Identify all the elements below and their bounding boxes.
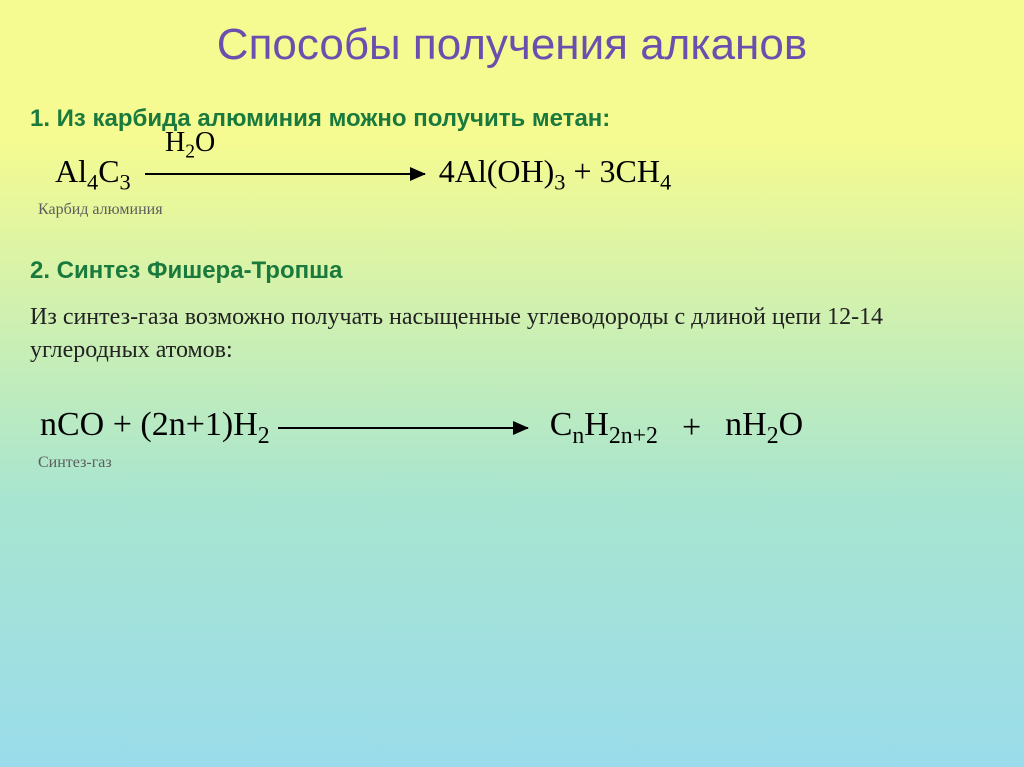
eq1-ch-sub: 4 <box>660 169 671 194</box>
eq2-plus: + <box>682 409 701 447</box>
eq1-sub3: 3 <box>120 169 131 194</box>
section1-heading-text: 1. Из карбида алюминия можно получить ме… <box>30 105 610 132</box>
eq2-c: C <box>550 406 573 443</box>
reagent-label-1-text: Карбид алюминия <box>38 201 163 218</box>
eq1-c: C <box>98 153 119 189</box>
eq2-n: n <box>572 423 584 449</box>
eq2-lhs-sub: 2 <box>258 423 270 449</box>
arrow-icon <box>145 173 425 175</box>
eq1-over-sub: 2 <box>185 142 195 163</box>
eq2-o: O <box>779 406 804 443</box>
eq2-h: H <box>584 406 609 443</box>
eq1-aloh-sub: 3 <box>554 169 565 194</box>
eq2-rhs2: nH2O <box>725 406 803 450</box>
eq1-al: Al <box>55 153 87 189</box>
eq1-rhs: 4Al(OH)3 + 3CH4 <box>439 153 671 195</box>
eq1-over-h: H <box>165 127 185 158</box>
title-text: Способы получения алканов <box>217 20 807 69</box>
eq1-lhs: Al4C3 H2O <box>55 153 131 195</box>
eq2-nh: nH <box>725 406 767 443</box>
eq1-over-o: O <box>195 127 215 158</box>
section2-desc: Из синтез-газа возможно получать насыщен… <box>30 301 994 366</box>
reagent-label-2-text: Синтез-газ <box>38 454 112 471</box>
reagent-label-2: Синтез-газ <box>38 454 1024 472</box>
eq2-lhs-text: nCO + (2n+1)H <box>40 406 258 443</box>
section2-heading-text: 2. Синтез Фишера-Тропша <box>30 257 342 284</box>
equation-2: nCO + (2n+1)H2 CnH2n+2 + nH2O <box>40 406 1024 450</box>
eq2-2n2: 2n+2 <box>609 423 658 449</box>
eq2-nh-sub: 2 <box>767 423 779 449</box>
eq1-sub4: 4 <box>87 169 98 194</box>
reagent-label-1: Карбид алюминия <box>38 201 1024 219</box>
page-title: Способы получения алканов <box>0 0 1024 70</box>
eq2-lhs: nCO + (2n+1)H2 <box>40 406 270 450</box>
equation-1: Al4C3 H2O 4Al(OH)3 + 3CH4 <box>55 153 1024 195</box>
eq1-ch: 3CH <box>600 153 660 189</box>
section2-heading: 2. Синтез Фишера-Тропша <box>30 257 1024 285</box>
section2-desc-text: Из синтез-газа возможно получать насыщен… <box>30 304 883 362</box>
eq1-aloh: 4Al(OH) <box>439 153 555 189</box>
eq1-over: H2O <box>165 127 215 164</box>
eq1-plus: + <box>565 153 599 189</box>
eq2-rhs1: CnH2n+2 <box>550 406 658 450</box>
arrow-icon <box>278 427 528 429</box>
